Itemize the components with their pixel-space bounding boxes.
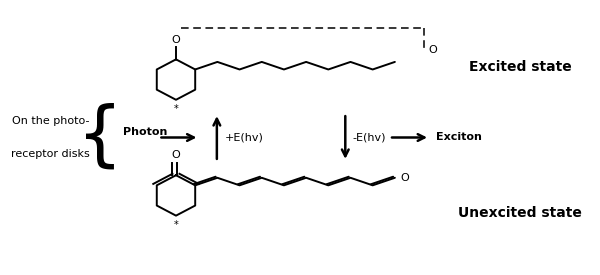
Text: -E(hv): -E(hv)	[353, 133, 386, 142]
Text: On the photo-: On the photo-	[12, 116, 89, 126]
Text: Exciton: Exciton	[436, 133, 482, 142]
Text: {: {	[77, 103, 123, 172]
Text: *: *	[173, 220, 178, 230]
Text: Photon: Photon	[124, 127, 168, 137]
Text: +E(hv): +E(hv)	[224, 133, 263, 142]
Text: Unexcited state: Unexcited state	[458, 206, 583, 220]
Text: O: O	[429, 45, 437, 55]
Text: O: O	[172, 150, 181, 160]
Text: Excited state: Excited state	[469, 60, 572, 75]
Text: O: O	[172, 35, 181, 45]
Text: *: *	[173, 104, 178, 114]
Text: O: O	[401, 173, 409, 183]
Text: receptor disks: receptor disks	[11, 149, 90, 159]
